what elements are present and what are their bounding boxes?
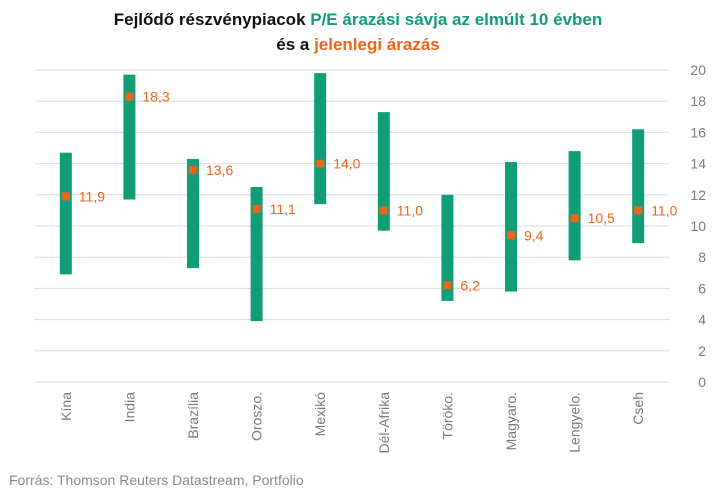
title-line1-part1: Fejlődő részvénypiacok	[114, 10, 311, 29]
x-tick-label: Kína	[58, 392, 74, 421]
data-label: 11,9	[79, 188, 105, 204]
title-line2-part1: és a	[276, 35, 314, 54]
chart-title-line-1: Fejlődő részvénypiacok P/E árazási sávja…	[114, 10, 603, 29]
y-tick-label: 14	[690, 156, 706, 172]
current-marker	[252, 204, 261, 213]
current-marker	[443, 281, 452, 290]
y-tick-label: 0	[698, 374, 706, 390]
range-bar	[568, 151, 581, 261]
current-marker	[379, 206, 388, 215]
range-bar	[505, 162, 517, 292]
x-tick-label: Lengyelo.	[567, 392, 583, 453]
range-bar	[59, 152, 72, 275]
x-tick-label: Magyaro.	[503, 392, 519, 450]
data-label: 11,0	[651, 202, 677, 218]
x-tick-label: Brazília	[185, 392, 201, 439]
range-bar	[123, 74, 136, 200]
range-bar	[187, 158, 199, 269]
y-tick-label: 4	[698, 312, 706, 328]
current-marker	[634, 206, 643, 215]
x-tick-label: Törökо.	[439, 392, 455, 439]
x-tick-label: Cseh	[630, 392, 646, 425]
data-label: 6,2	[460, 277, 480, 293]
current-marker	[507, 231, 515, 240]
x-tick-label: India	[121, 392, 137, 423]
title-line2-part2: jelenlegi árazás	[313, 35, 440, 54]
data-label: 18,3	[142, 89, 169, 105]
current-markers: 11,9 18,3 13,6 11,1 14,0 11,0 6,2 9,4 10,5 11,0	[61, 89, 678, 293]
y-tick-label: 18	[690, 93, 706, 109]
range-bar	[377, 112, 390, 231]
range-bar	[632, 129, 645, 244]
current-marker	[189, 165, 197, 174]
y-tick-label: 8	[698, 249, 706, 265]
y-tick-label: 16	[690, 124, 706, 140]
data-label: 13,6	[206, 162, 233, 178]
y-tick-label: 12	[690, 187, 706, 203]
x-tick-label: Mexikó	[312, 392, 328, 437]
y-tick-label: 20	[690, 62, 706, 78]
current-marker	[316, 159, 325, 168]
x-axis-labels: Kína India Brazília Oroszo. Mexikó Dél-Afrika…	[58, 392, 646, 454]
source-note: Forrás: Thomson Reuters Datastream, Port…	[9, 472, 304, 488]
data-label: 10,5	[588, 210, 615, 226]
x-tick-label: Oroszo.	[249, 392, 265, 441]
chart-title-line-2: és a jelenlegi árazás	[276, 35, 440, 54]
range-bar	[314, 73, 327, 205]
current-marker	[61, 192, 70, 201]
data-label: 14,0	[333, 156, 360, 172]
range-bar	[250, 187, 263, 322]
current-marker	[570, 214, 579, 223]
x-tick-label: Dél-Afrika	[376, 392, 392, 454]
range-bar	[441, 194, 454, 301]
data-label: 11,0	[397, 202, 423, 218]
y-tick-label: 10	[690, 218, 706, 234]
y-axis: 0 2 4 6 8 10 12 14 16 18 20	[690, 62, 706, 390]
current-marker	[125, 92, 134, 101]
range-bars	[59, 73, 645, 322]
title-line1-part2: P/E árazási sávja az elmúlt 10 évben	[310, 10, 602, 29]
y-tick-label: 2	[698, 343, 706, 359]
data-label: 11,1	[270, 201, 296, 217]
y-tick-label: 6	[698, 280, 706, 296]
gridlines	[34, 69, 670, 383]
data-label: 9,4	[524, 227, 544, 243]
